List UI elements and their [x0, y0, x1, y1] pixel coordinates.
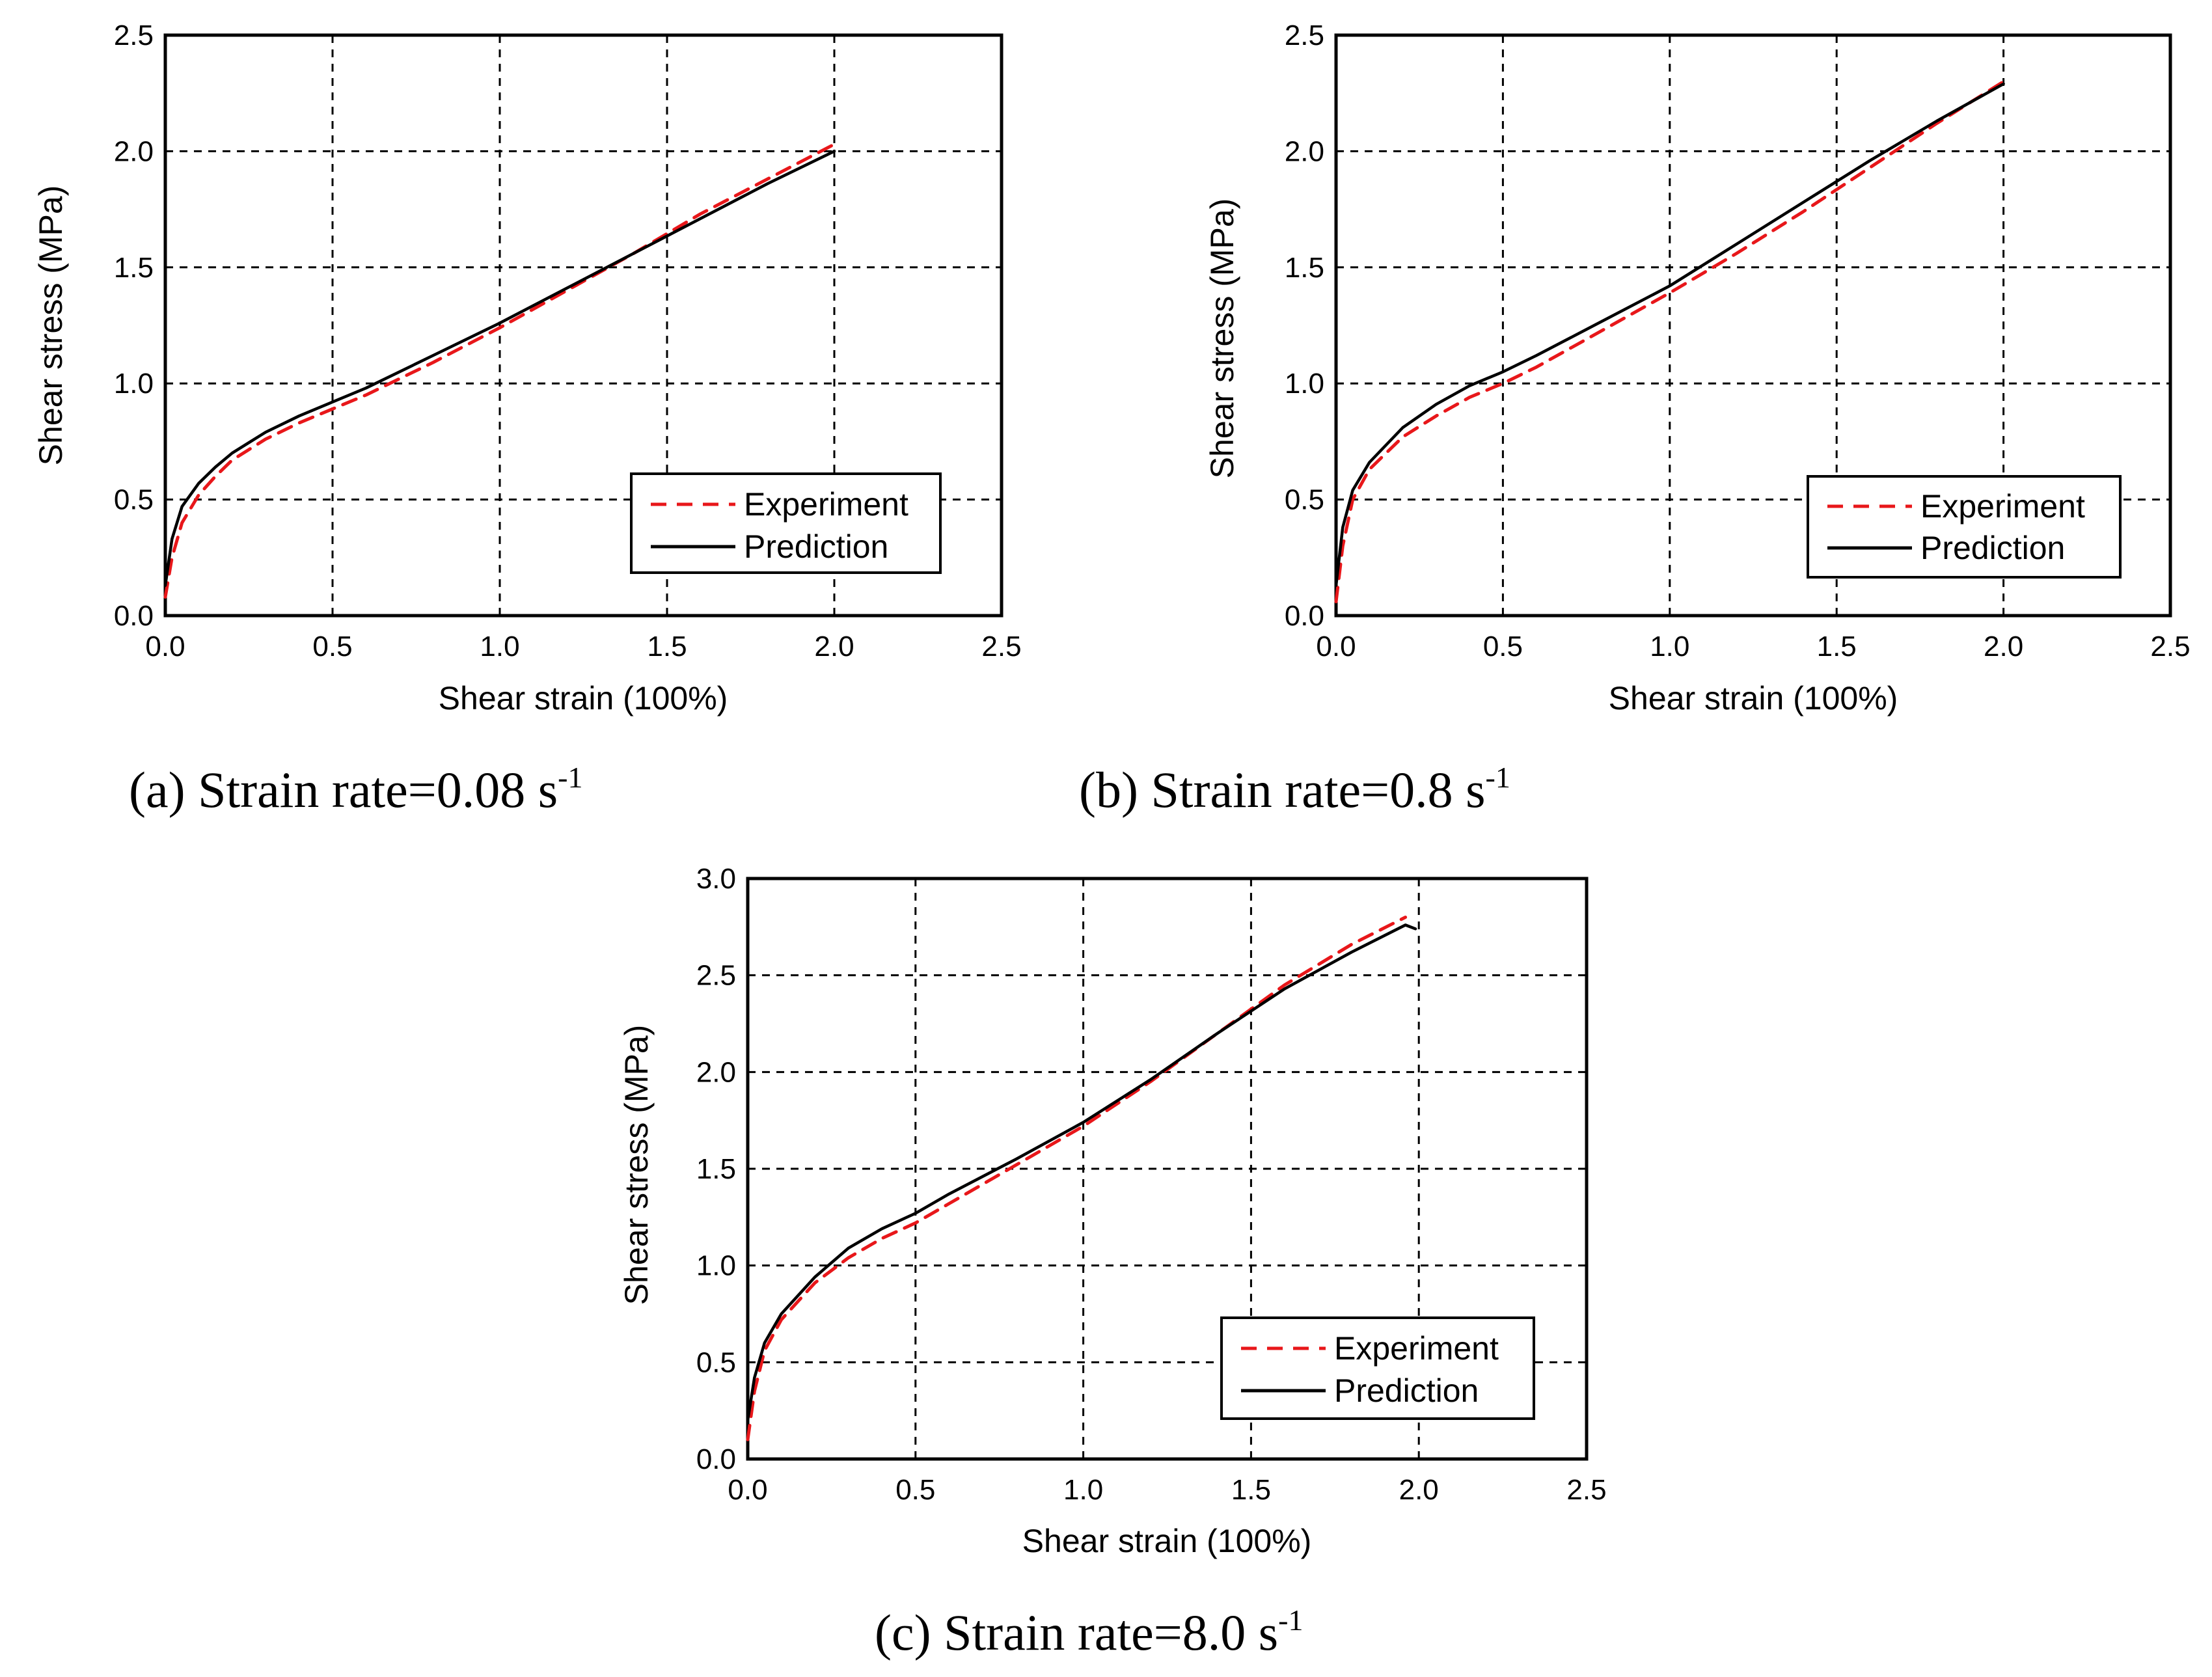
- panel-a-series: [163, 143, 836, 599]
- panel-c-ytick-label: 3.0: [696, 863, 736, 895]
- panel-c-grid: [748, 879, 1587, 1459]
- panel-b-ytick-label: 2.0: [1285, 135, 1324, 167]
- caption-c: (c) Strain rate=8.0 s-1: [875, 1603, 1303, 1661]
- caption-c-text: (c) Strain rate=8.0 s: [875, 1604, 1278, 1661]
- panel-a-xtick-label: 1.0: [480, 631, 519, 662]
- panel-b-legend-experiment-label: Experiment: [1920, 488, 2085, 525]
- panel-a-legend-prediction-label: Prediction: [744, 528, 888, 565]
- panel-b-xtick-label: 1.0: [1650, 631, 1689, 662]
- panel-c-xtick-label: 1.5: [1231, 1474, 1271, 1506]
- panel-c-ytick-label: 1.0: [696, 1250, 736, 1282]
- caption-a: (a) Strain rate=0.08 s-1: [129, 761, 582, 818]
- panel-a-legend-experiment-label: Experiment: [744, 486, 908, 523]
- panel-b-ytick-label: 1.0: [1285, 368, 1324, 400]
- caption-b: (b) Strain rate=0.8 s-1: [1079, 761, 1510, 818]
- panel-a-yticks: 0.0 0.5 1.0 1.5 2.0 2.5: [114, 20, 154, 632]
- panel-b-ylabel: Shear stress (MPa): [1204, 198, 1240, 479]
- panel-b-xticks: 0.0 0.5 1.0 1.5 2.0 2.5: [1316, 631, 2190, 662]
- panel-b-experiment-line: [1334, 79, 2006, 604]
- panel-c-ytick-label: 2.5: [696, 960, 736, 992]
- panel-a-ytick-label: 1.0: [114, 368, 154, 400]
- panel-c-yticks: 0.0 0.5 1.0 1.5 2.0 2.5 3.0: [696, 863, 736, 1475]
- panel-c-xtick-label: 0.5: [895, 1474, 935, 1506]
- panel-c-legend-box: [1220, 1316, 1535, 1420]
- panel-c-ytick-label: 0.5: [696, 1346, 736, 1378]
- panel-a-prediction-line: [163, 150, 836, 587]
- panel-c-xtick-label: 0.0: [728, 1474, 767, 1506]
- panel-a-xlabel: Shear strain (100%): [439, 680, 728, 716]
- panel-b-legend: Experiment Prediction: [1807, 475, 2122, 579]
- panel-a-xtick-label: 1.5: [647, 631, 687, 662]
- caption-a-text: (a) Strain rate=0.08 s: [129, 761, 558, 818]
- panel-a-ytick-label: 0.0: [114, 600, 154, 632]
- panel-c-legend-experiment-label: Experiment: [1334, 1330, 1499, 1367]
- panel-c-xlabel: Shear strain (100%): [1022, 1523, 1312, 1559]
- panel-a-xticks: 0.0 0.5 1.0 1.5 2.0 2.5: [145, 631, 1021, 662]
- panel-a-ytick-label: 0.5: [114, 484, 154, 516]
- panel-c-plot-frame: [746, 877, 1589, 1461]
- panel-b-plot-frame: [1334, 33, 2172, 618]
- panel-a-plot-frame: [163, 33, 1004, 618]
- caption-a-sup: -1: [558, 761, 582, 794]
- caption-c-sup: -1: [1278, 1603, 1303, 1637]
- panel-b-ytick-label: 0.5: [1285, 484, 1324, 516]
- panel-b-prediction-line: [1334, 82, 2005, 587]
- panel-a-ytick-label: 1.5: [114, 252, 154, 284]
- panel-b-ytick-label: 2.5: [1285, 20, 1324, 51]
- panel-a-ytick-label: 2.0: [114, 135, 154, 167]
- panel-a-xtick-label: 0.5: [312, 631, 352, 662]
- panel-a-legend: Experiment Prediction: [630, 472, 942, 574]
- panel-b-ytick-label: 0.0: [1285, 600, 1324, 632]
- panel-b-legend-prediction-label: Prediction: [1920, 530, 2065, 566]
- panel-b: 0.0 0.5 1.0 1.5 2.0 2.5 0.0 0.5 1.0 1.5 2.0 2.5 Sh…: [1204, 20, 2191, 716]
- panel-c-ytick-label: 2.0: [696, 1056, 736, 1088]
- panel-b-xtick-label: 2.5: [2150, 631, 2190, 662]
- panel-c-xtick-label: 2.5: [1566, 1474, 1606, 1506]
- caption-b-text: (b) Strain rate=0.8 s: [1079, 761, 1486, 818]
- panel-c-xticks: 0.0 0.5 1.0 1.5 2.0 2.5: [728, 1474, 1606, 1506]
- panel-a-legend-box: [630, 472, 942, 574]
- panel-c-ytick-label: 1.5: [696, 1153, 736, 1185]
- panel-b-legend-box: [1807, 475, 2122, 579]
- caption-b-sup: -1: [1486, 761, 1510, 794]
- panel-b-xtick-label: 2.0: [1984, 631, 2023, 662]
- panel-c-series: [746, 916, 1417, 1441]
- panel-a-xtick-label: 0.0: [145, 631, 185, 662]
- panel-c-legend-prediction-label: Prediction: [1334, 1372, 1479, 1409]
- panel-c-legend: Experiment Prediction: [1220, 1316, 1535, 1420]
- panel-b-grid: [1336, 35, 2170, 616]
- panel-b-xtick-label: 0.0: [1316, 631, 1356, 662]
- panel-b-xtick-label: 0.5: [1483, 631, 1523, 662]
- panel-b-yticks: 0.0 0.5 1.0 1.5 2.0 2.5: [1285, 20, 1324, 632]
- panel-b-ytick-label: 1.5: [1285, 252, 1324, 284]
- panel-c: 0.0 0.5 1.0 1.5 2.0 2.5 0.0 0.5 1.0 1.5 2.0 2.5 3.0…: [618, 863, 1607, 1559]
- panel-c-xtick-label: 1.0: [1063, 1474, 1103, 1506]
- panel-a-xtick-label: 2.0: [814, 631, 854, 662]
- panel-b-xlabel: Shear strain (100%): [1609, 680, 1898, 716]
- panel-b-xtick-label: 1.5: [1817, 631, 1857, 662]
- panel-c-experiment-line: [746, 916, 1408, 1441]
- panel-a: 0.0 0.5 1.0 1.5 2.0 2.5 0.0 0.5 1.0 1.5 2.0 2.5 Sh…: [33, 20, 1022, 716]
- panel-c-ylabel: Shear stress (MPa): [618, 1025, 655, 1305]
- panel-c-ytick-label: 0.0: [696, 1443, 736, 1475]
- panel-a-ytick-label: 2.5: [114, 20, 154, 51]
- panel-a-grid: [165, 35, 1002, 616]
- panel-a-ylabel: Shear stress (MPa): [33, 185, 69, 466]
- panel-b-series: [1334, 79, 2006, 604]
- panel-c-xtick-label: 2.0: [1399, 1474, 1439, 1506]
- panel-a-xtick-label: 2.5: [981, 631, 1021, 662]
- panel-c-prediction-line: [746, 923, 1417, 1422]
